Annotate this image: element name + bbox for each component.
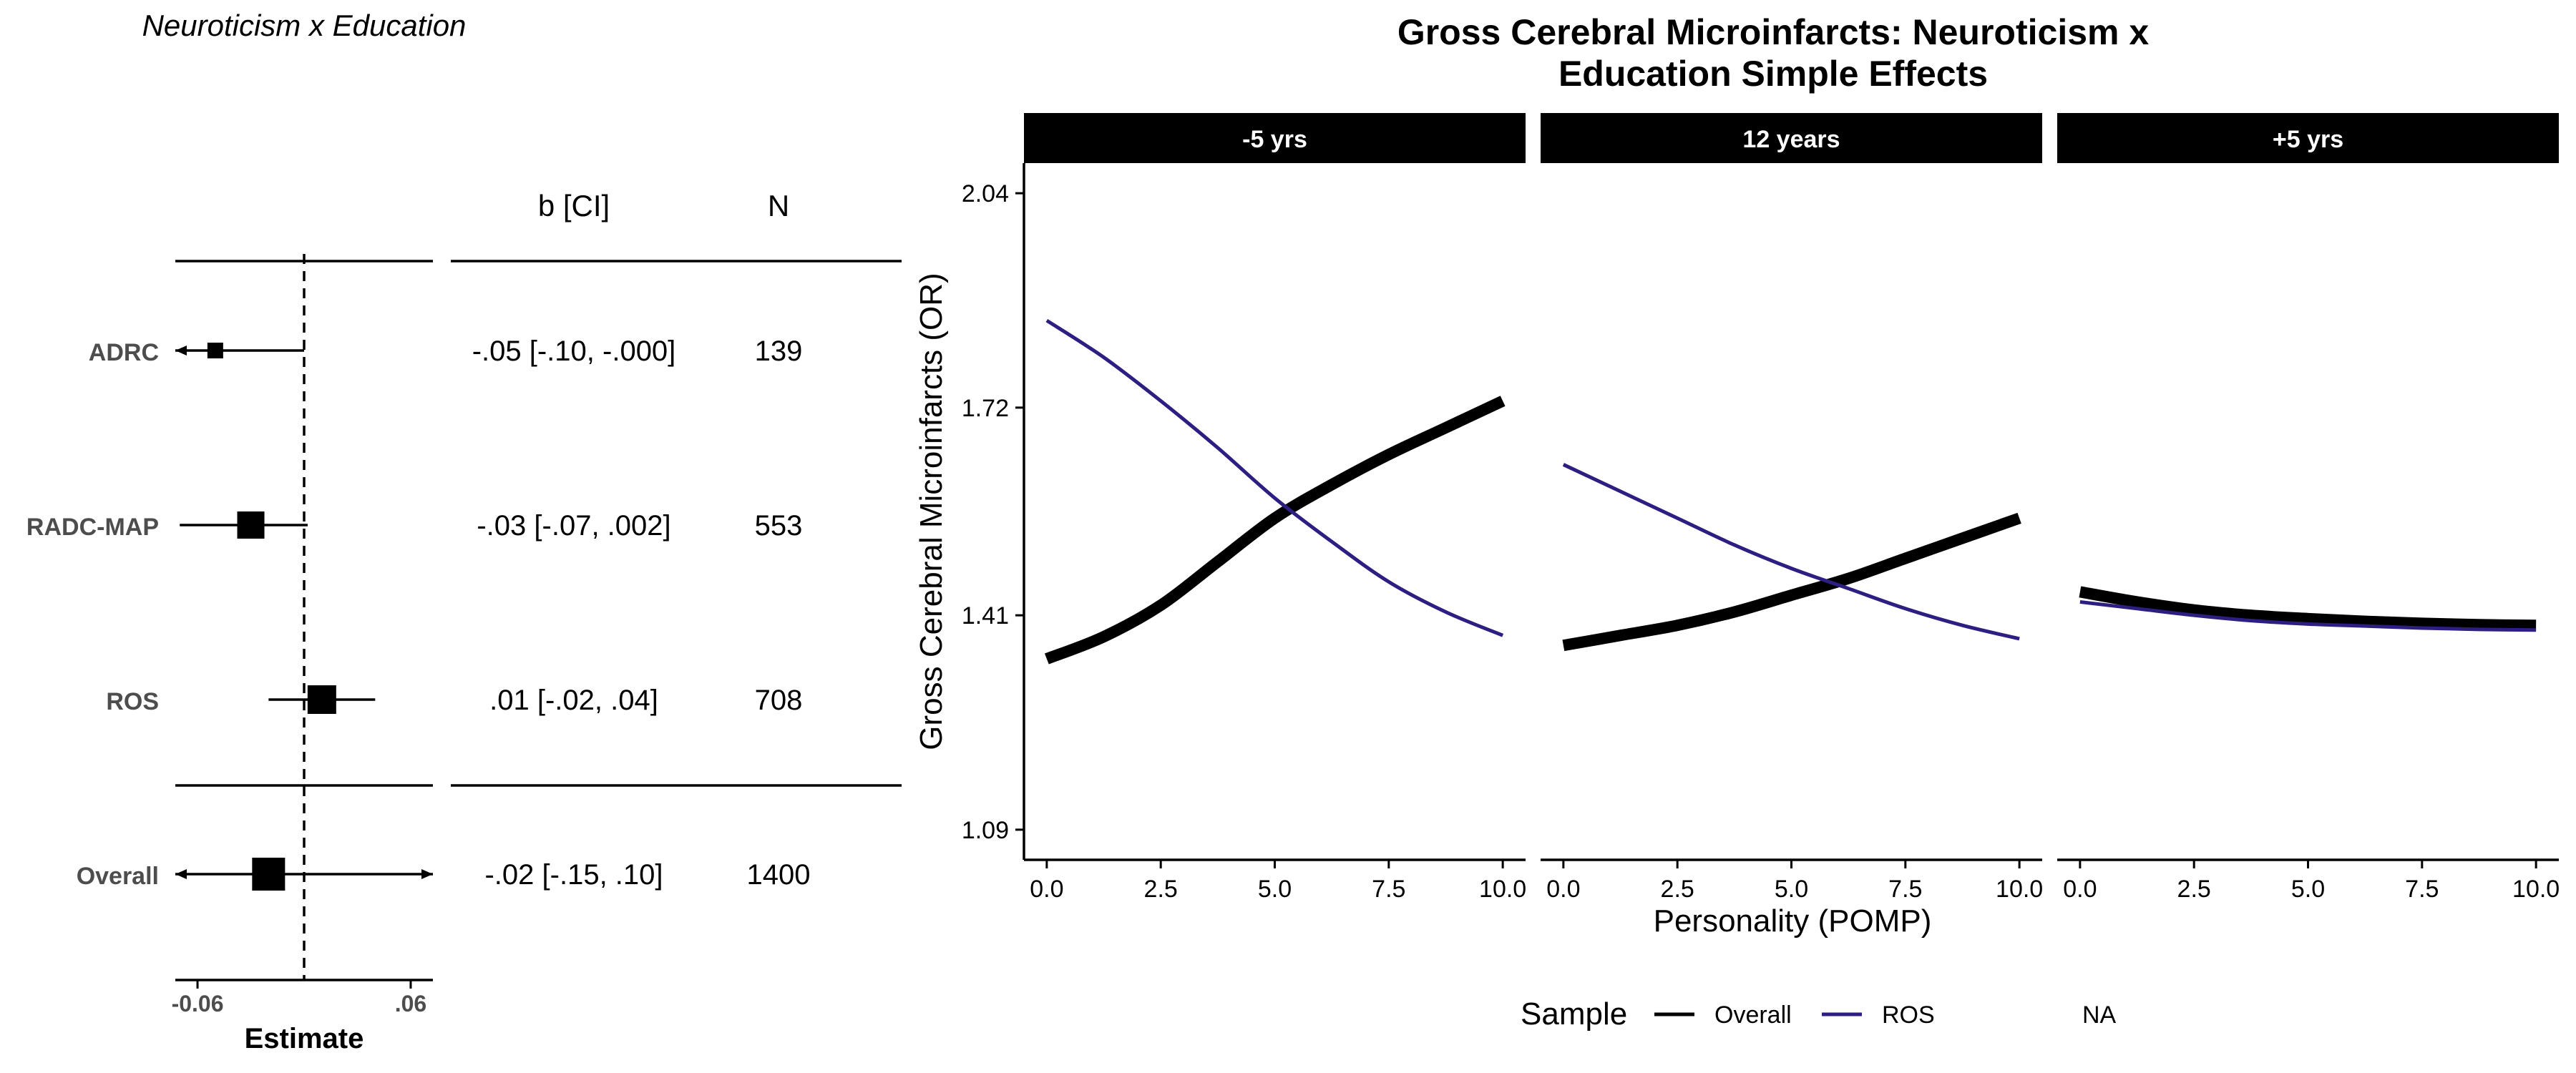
series-line-ros xyxy=(1562,463,2020,641)
forest-x-tick-label: -0.06 xyxy=(172,991,224,1016)
legend-label-na: NA xyxy=(2082,1001,2117,1029)
n-text: 139 xyxy=(755,335,803,367)
estimate-marker xyxy=(307,685,336,714)
legend-label-overall: Overall xyxy=(1714,1001,1792,1029)
legend-title: Sample xyxy=(1521,996,1627,1032)
row-label: ROS xyxy=(106,688,159,715)
forest-x-ticks: -0.06 .06 xyxy=(172,980,426,1016)
ci-text: -.02 [-.15, .10] xyxy=(484,859,663,891)
y-ticks: 1.09 1.41 1.72 2.04 xyxy=(962,180,1024,844)
x-axis-label: Personality (POMP) xyxy=(1654,903,1932,939)
x-tick-label: 10.0 xyxy=(1479,876,1526,903)
estimate-marker xyxy=(252,858,286,891)
legend-label-ros: ROS xyxy=(1882,1001,1935,1029)
facet-panel-3: +5 yrs 0.0 2.5 5.0 7.5 10.0 xyxy=(2057,113,2560,903)
y-tick-label: 2.04 xyxy=(962,180,1009,207)
forest-plot: Neuroticism x Education b [CI] N ADRC -.0… xyxy=(26,9,902,1054)
forest-row-radc-map: RADC-MAP -.03 [-.07, .002] 553 xyxy=(26,510,802,542)
y-tick-label: 1.72 xyxy=(962,395,1009,422)
x-tick-label: 2.5 xyxy=(1661,876,1694,903)
forest-x-axis-label: Estimate xyxy=(245,1023,364,1054)
y-tick-label: 1.41 xyxy=(962,602,1009,629)
facet-panel-1: -5 yrs 0.0 2.5 5.0 7.5 10.0 xyxy=(1024,113,1526,903)
facet-strip xyxy=(2057,113,2559,163)
estimate-marker xyxy=(237,511,265,539)
estimate-column-header: b [CI] xyxy=(538,189,610,222)
x-tick-label: 5.0 xyxy=(2291,876,2325,903)
forest-rows: ADRC -.05 [-.10, -.000] 139 RADC-MAP -.03 [-… xyxy=(26,335,811,891)
ci-arrow-left xyxy=(175,346,187,356)
n-text: 708 xyxy=(755,685,803,716)
x-tick-label: 7.5 xyxy=(1372,876,1405,903)
series-line-overall xyxy=(1044,396,1506,665)
facet-panel-2: 12 years 0.0 2.5 5.0 7.5 10.0 xyxy=(1541,113,2043,903)
x-tick-label: 10.0 xyxy=(1996,876,2043,903)
series-line-ros xyxy=(2079,599,2537,632)
facet-strip xyxy=(1541,113,2042,163)
facet-strip-label: +5 yrs xyxy=(2273,126,2343,153)
x-tick-label: 0.0 xyxy=(2063,876,2097,903)
facet-strip-label: -5 yrs xyxy=(1242,126,1307,153)
series-line-overall xyxy=(2079,586,2537,632)
x-tick-label: 7.5 xyxy=(2405,876,2439,903)
x-tick-label: 7.5 xyxy=(1888,876,1922,903)
x-tick-label: 5.0 xyxy=(1775,876,1808,903)
series-line-ros xyxy=(1045,318,1504,637)
y-axis-label: Gross Cerebral Microinfarcts (OR) xyxy=(914,273,949,750)
x-tick-label: 5.0 xyxy=(1258,876,1292,903)
x-tick-label: 0.0 xyxy=(1546,876,1580,903)
forest-row-overall: Overall -.02 [-.15, .10] 1400 xyxy=(77,858,811,891)
ci-arrow-left xyxy=(175,869,187,879)
n-text: 1400 xyxy=(747,859,811,891)
x-tick-label: 2.5 xyxy=(2177,876,2211,903)
n-column-header: N xyxy=(768,189,789,222)
row-label: ADRC xyxy=(89,339,159,366)
x-tick-label: 2.5 xyxy=(1144,876,1178,903)
series-line-overall xyxy=(1562,512,2021,652)
ci-text: .01 [-.02, .04] xyxy=(489,685,658,716)
forest-x-tick-label: .06 xyxy=(395,991,426,1016)
effects-title-line-2: Education Simple Effects xyxy=(1558,54,1988,94)
legend: Sample Overall ROS NA xyxy=(1521,996,2117,1032)
ci-text: -.03 [-.07, .002] xyxy=(477,510,670,542)
facet-panels: -5 yrs 0.0 2.5 5.0 7.5 10.0 12 years 0.0 2.5 5.0 7… xyxy=(1024,113,2560,903)
forest-row-adrc: ADRC -.05 [-.10, -.000] 139 xyxy=(89,335,803,367)
facet-strip xyxy=(1024,113,1526,163)
x-tick-label: 10.0 xyxy=(2512,876,2560,903)
ci-arrow-right xyxy=(421,869,433,879)
effects-title-line-1: Gross Cerebral Microinfarcts: Neuroticis… xyxy=(1397,12,2150,52)
simple-effects-plot: Gross Cerebral Microinfarcts: Neuroticis… xyxy=(914,12,2560,1032)
facet-strip-label: 12 years xyxy=(1742,126,1840,153)
row-label: Overall xyxy=(77,863,159,890)
row-label: RADC-MAP xyxy=(26,514,159,541)
ci-text: -.05 [-.10, -.000] xyxy=(472,335,676,367)
forest-title: Neuroticism x Education xyxy=(142,9,467,42)
x-tick-label: 0.0 xyxy=(1030,876,1063,903)
estimate-marker xyxy=(207,343,223,358)
forest-row-ros: ROS .01 [-.02, .04] 708 xyxy=(106,685,802,716)
y-tick-label: 1.09 xyxy=(962,817,1009,844)
n-text: 553 xyxy=(755,510,803,542)
